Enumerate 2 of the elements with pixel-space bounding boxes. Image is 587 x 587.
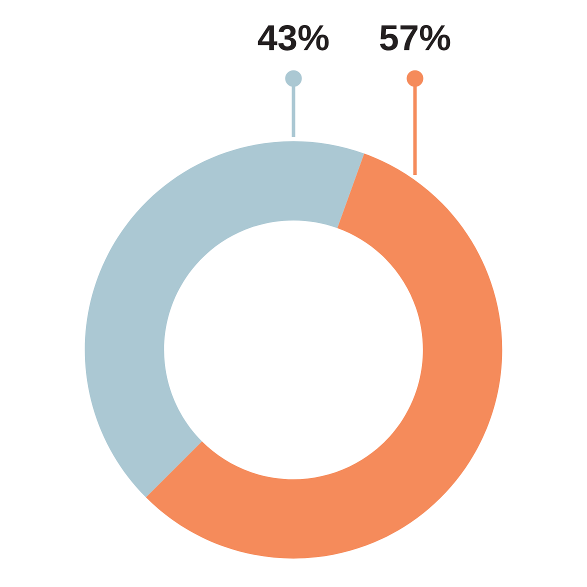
- data-label: 57%: [380, 25, 450, 51]
- data-label: 43%: [258, 24, 329, 51]
